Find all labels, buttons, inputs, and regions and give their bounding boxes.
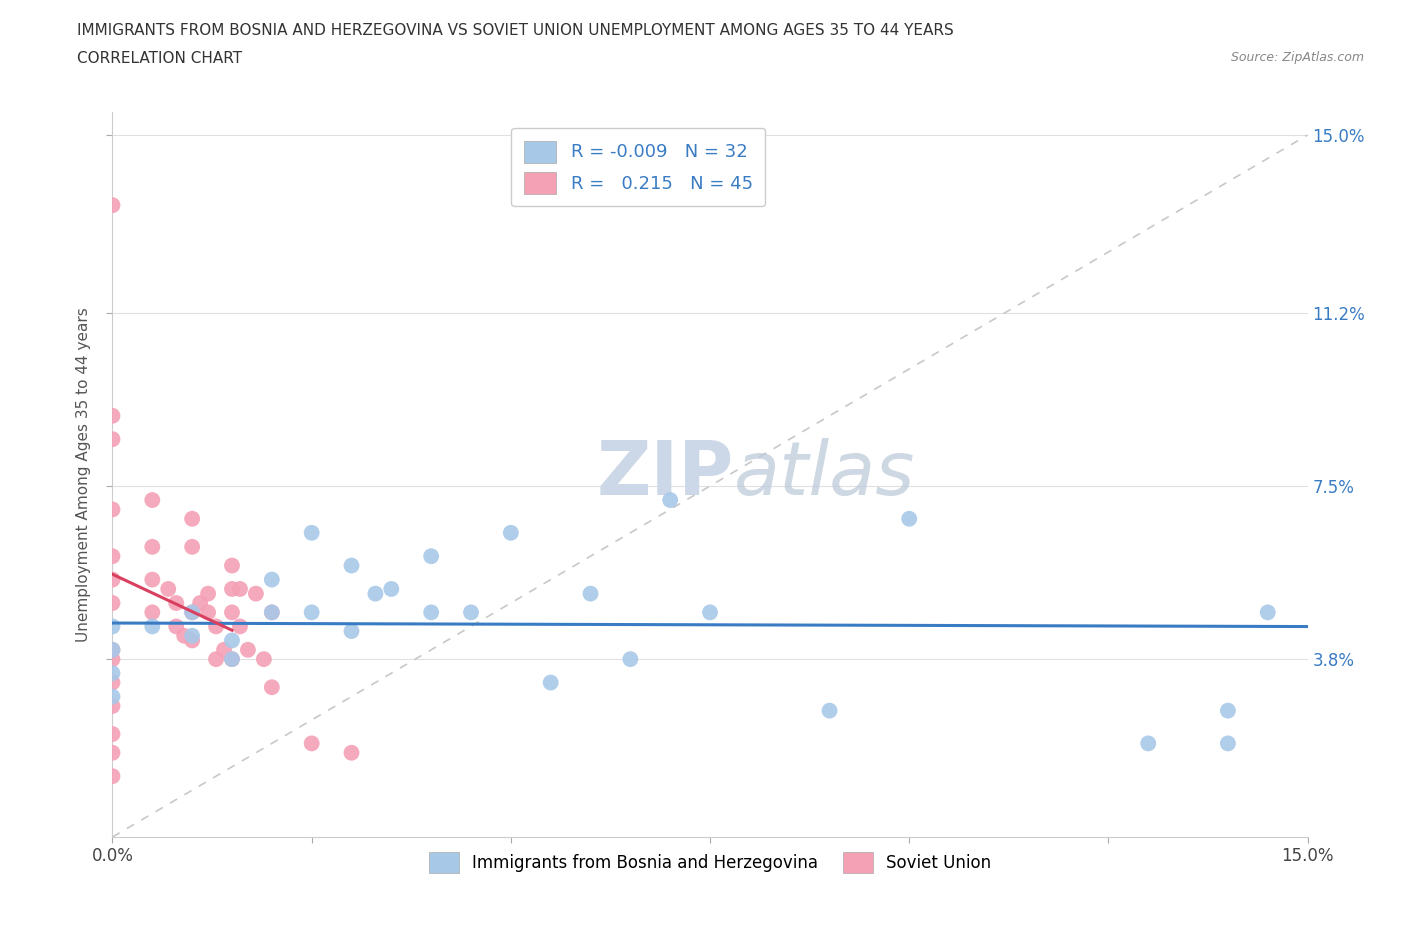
Point <box>181 539 204 554</box>
Point <box>253 652 276 667</box>
Point <box>181 512 204 526</box>
Point <box>101 745 124 760</box>
Point <box>101 652 124 667</box>
Text: ZIP: ZIP <box>596 438 734 511</box>
Point <box>260 680 283 695</box>
Point <box>1257 604 1279 619</box>
Point <box>101 408 124 423</box>
Point <box>157 581 180 596</box>
Point <box>212 643 235 658</box>
Point <box>245 586 267 601</box>
Point <box>301 525 323 540</box>
Point <box>260 604 283 619</box>
Text: CORRELATION CHART: CORRELATION CHART <box>77 51 242 66</box>
Point <box>205 652 228 667</box>
Point <box>101 595 124 610</box>
Point <box>181 633 204 648</box>
Point <box>301 736 323 751</box>
Point <box>141 493 163 508</box>
Point <box>141 572 163 587</box>
Point <box>1216 736 1239 751</box>
Point <box>141 604 163 619</box>
Y-axis label: Unemployment Among Ages 35 to 44 years: Unemployment Among Ages 35 to 44 years <box>76 307 91 642</box>
Point <box>221 633 243 648</box>
Point <box>181 629 204 644</box>
Point <box>101 726 124 741</box>
Text: IMMIGRANTS FROM BOSNIA AND HERZEGOVINA VS SOVIET UNION UNEMPLOYMENT AMONG AGES 3: IMMIGRANTS FROM BOSNIA AND HERZEGOVINA V… <box>77 23 955 38</box>
Point <box>1216 703 1239 718</box>
Point <box>221 652 243 667</box>
Point <box>101 502 124 517</box>
Point <box>101 572 124 587</box>
Point <box>380 581 402 596</box>
Point <box>229 581 252 596</box>
Point <box>818 703 841 718</box>
Text: atlas: atlas <box>734 438 915 511</box>
Point <box>260 572 283 587</box>
Point <box>101 643 124 658</box>
Point <box>141 539 163 554</box>
Point <box>165 619 187 634</box>
Point <box>221 652 243 667</box>
Point <box>301 604 323 619</box>
Point <box>340 745 363 760</box>
Point <box>101 432 124 446</box>
Point <box>197 586 219 601</box>
Point <box>101 689 124 704</box>
Point <box>197 604 219 619</box>
Point <box>101 619 124 634</box>
Point <box>101 675 124 690</box>
Point <box>260 604 283 619</box>
Point <box>659 493 682 508</box>
Point <box>420 549 443 564</box>
Point <box>540 675 562 690</box>
Point <box>364 586 387 601</box>
Point <box>221 558 243 573</box>
Point <box>181 604 204 619</box>
Point <box>101 769 124 784</box>
Point <box>188 595 211 610</box>
Point <box>101 666 124 681</box>
Point <box>101 643 124 658</box>
Point <box>898 512 921 526</box>
Point <box>165 595 187 610</box>
Point <box>205 619 228 634</box>
Point <box>101 698 124 713</box>
Point <box>340 624 363 639</box>
Point <box>499 525 522 540</box>
Point <box>173 629 195 644</box>
Point <box>101 198 124 213</box>
Point <box>460 604 482 619</box>
Point <box>221 604 243 619</box>
Point <box>236 643 259 658</box>
Point <box>619 652 641 667</box>
Point <box>420 604 443 619</box>
Point <box>221 581 243 596</box>
Point <box>579 586 602 601</box>
Point <box>101 549 124 564</box>
Text: Source: ZipAtlas.com: Source: ZipAtlas.com <box>1230 51 1364 64</box>
Point <box>699 604 721 619</box>
Point <box>229 619 252 634</box>
Point <box>340 558 363 573</box>
Legend: Immigrants from Bosnia and Herzegovina, Soviet Union: Immigrants from Bosnia and Herzegovina, … <box>422 845 998 880</box>
Point <box>181 604 204 619</box>
Point <box>1137 736 1160 751</box>
Point <box>141 619 163 634</box>
